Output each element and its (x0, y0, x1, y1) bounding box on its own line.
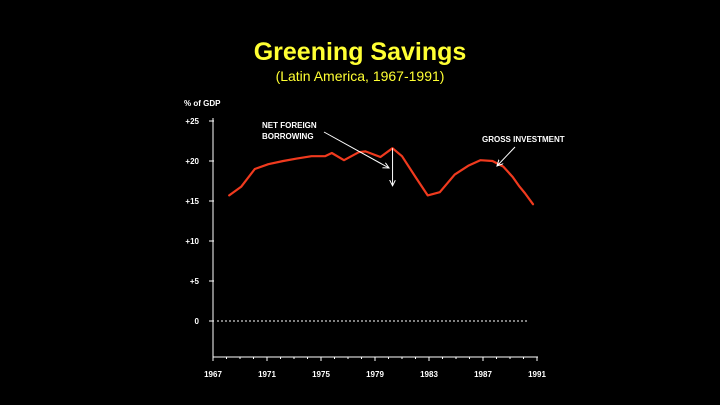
chart-subtitle: (Latin America, 1967-1991) (276, 68, 445, 84)
y-tick-label: +15 (185, 197, 199, 206)
x-tick-label: 1967 (204, 370, 222, 379)
annotation-arrow-net-foreign-borrowing (323, 131, 389, 168)
series-line-gross-investment (228, 147, 535, 206)
x-tick-label: 1983 (420, 370, 438, 379)
chart-title: Greening Savings (254, 38, 467, 66)
y-axis-label: % of GDP (184, 99, 221, 108)
annotation-gross-investment: GROSS INVESTMENT (482, 135, 565, 144)
y-tick-label: +25 (185, 117, 199, 126)
y-tick-label: +10 (185, 237, 199, 246)
annotation-arrow-gross-investment (497, 146, 516, 166)
x-tick-label: 1975 (312, 370, 330, 379)
annotation-net-foreign-borrowing-line-1: NET FOREIGN (262, 121, 317, 130)
y-ticks: +25 +20 +15 +10 +5 0 (185, 117, 214, 326)
y-tick-label: 0 (195, 317, 200, 326)
annotations: NET FOREIGN BORROWING GROSS INVESTMENT (262, 121, 565, 168)
x-tick-label: 1971 (258, 370, 276, 379)
x-ticks: 1967 1971 1975 1979 1983 1987 1991 (204, 357, 546, 379)
x-tick-label: 1979 (366, 370, 384, 379)
x-tick-label: 1991 (528, 370, 546, 379)
y-tick-label: +5 (190, 277, 200, 286)
y-tick-label: +20 (185, 157, 199, 166)
x-tick-label: 1987 (474, 370, 492, 379)
annotation-net-foreign-borrowing-line-2: BORROWING (262, 132, 314, 141)
